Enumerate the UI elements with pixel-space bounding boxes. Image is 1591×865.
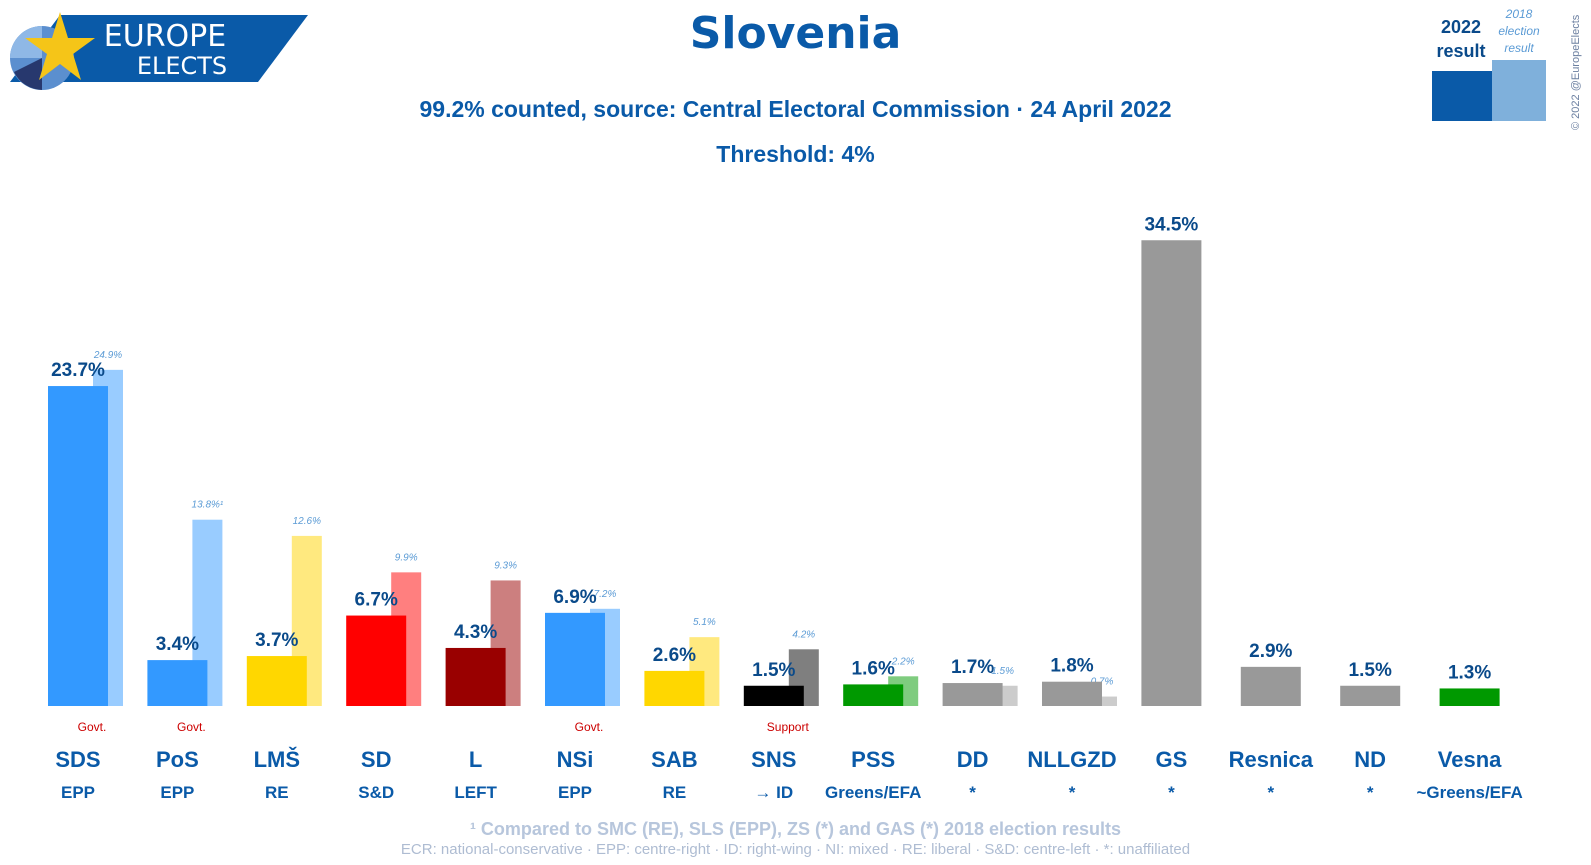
group-label: ~Greens/EFA — [1416, 783, 1522, 802]
legend-previous-line2: result — [1504, 41, 1534, 55]
group-label: EPP — [558, 783, 592, 802]
group-label: * — [969, 783, 976, 802]
previous-value-label: 9.9% — [395, 552, 418, 563]
result-bar — [48, 386, 108, 706]
result-bar — [743, 685, 804, 706]
result-bar — [445, 647, 506, 706]
result-bar — [1240, 666, 1301, 706]
group-label: S&D — [358, 783, 394, 802]
result-value-label: 1.5% — [752, 660, 795, 681]
legend-current-year: 2022 — [1440, 17, 1482, 37]
result-value-label: 6.9% — [553, 587, 596, 608]
subtitle: 99.2% counted, source: Central Electoral… — [419, 96, 1172, 122]
party-label: PSS — [851, 747, 895, 772]
party-label: Vesna — [1438, 747, 1502, 772]
result-bar — [147, 660, 208, 706]
result-bar — [942, 683, 1003, 706]
result-value-label: 4.3% — [454, 622, 497, 643]
result-value-label: 2.9% — [1249, 641, 1292, 662]
legend-previous-year: 2018 — [1505, 7, 1533, 21]
result-bar — [1340, 685, 1401, 706]
glossary: ECR: national-conservative · EPP: centre… — [400, 841, 1191, 858]
europe-elects-logo: EUROPE ELECTS — [10, 12, 308, 90]
previous-value-label: 24.9% — [93, 350, 122, 361]
previous-value-label: 2.2% — [891, 656, 915, 667]
logo-line1: EUROPE — [104, 19, 226, 54]
group-label: EPP — [160, 783, 194, 802]
result-value-label: 3.7% — [255, 630, 298, 651]
page-title: Slovenia — [689, 8, 902, 59]
party-label: NLLGZD — [1027, 747, 1116, 772]
group-label: EPP — [61, 783, 95, 802]
party-label: L — [469, 747, 482, 772]
result-bar — [246, 656, 307, 706]
group-label: Greens/EFA — [825, 783, 921, 802]
party-label: SAB — [651, 747, 697, 772]
result-bar — [1141, 240, 1202, 706]
party-label: DD — [957, 747, 989, 772]
previous-value-label: 13.8%¹ — [192, 500, 224, 511]
previous-value-label: 1.5% — [991, 666, 1014, 677]
result-value-label: 1.5% — [1349, 660, 1392, 681]
party-label: PoS — [156, 747, 199, 772]
party-label: ND — [1354, 747, 1386, 772]
result-bar — [346, 615, 407, 706]
result-bar — [843, 684, 904, 706]
party-label: Resnica — [1229, 747, 1314, 772]
group-label: * — [1069, 783, 1076, 802]
party-label: GS — [1156, 747, 1188, 772]
result-value-label: 23.7% — [51, 360, 105, 381]
result-bar — [1042, 681, 1102, 706]
previous-value-label: 0.7% — [1091, 677, 1114, 688]
group-label: * — [1267, 783, 1274, 802]
party-label: NSi — [557, 747, 594, 772]
group-label: * — [1367, 783, 1374, 802]
footnote: ¹ Compared to SMC (RE), SLS (EPP), ZS (*… — [469, 819, 1122, 839]
threshold-note: Threshold: 4% — [716, 141, 875, 167]
result-bar — [545, 612, 605, 706]
logo-line2: ELECTS — [137, 52, 227, 80]
group-label: LEFT — [454, 783, 497, 802]
party-label: SNS — [751, 747, 796, 772]
previous-value-label: 9.3% — [494, 560, 517, 571]
result-value-label: 3.4% — [156, 634, 199, 655]
result-value-label: 2.6% — [653, 645, 696, 666]
group-label: → ID — [754, 783, 793, 802]
result-bar — [644, 670, 705, 706]
party-label: SD — [361, 747, 392, 772]
previous-value-label: 7.2% — [594, 589, 617, 600]
previous-value-label: 5.1% — [693, 617, 716, 628]
result-value-label: 1.6% — [852, 658, 895, 679]
result-bar — [1439, 688, 1500, 706]
party-label: SDS — [55, 747, 100, 772]
group-label: RE — [265, 783, 289, 802]
status-label: Govt. — [575, 720, 604, 734]
group-label: * — [1168, 783, 1175, 802]
previous-value-label: 12.6% — [293, 516, 321, 527]
group-label: RE — [663, 783, 687, 802]
legend-current-label: result — [1436, 41, 1486, 61]
result-value-label: 1.7% — [951, 657, 994, 678]
party-label: LMŠ — [254, 747, 300, 772]
result-value-label: 1.3% — [1448, 662, 1491, 683]
result-value-label: 34.5% — [1144, 214, 1198, 235]
legend-previous-line1: election — [1498, 24, 1540, 38]
status-label: Govt. — [78, 720, 107, 734]
status-label: Govt. — [177, 720, 206, 734]
previous-value-label: 4.2% — [792, 629, 815, 640]
status-label: Support — [767, 720, 810, 734]
result-value-label: 1.8% — [1050, 656, 1093, 677]
legend-current-swatch — [1432, 71, 1492, 121]
result-value-label: 6.7% — [355, 590, 398, 611]
legend-previous-swatch — [1492, 60, 1546, 121]
